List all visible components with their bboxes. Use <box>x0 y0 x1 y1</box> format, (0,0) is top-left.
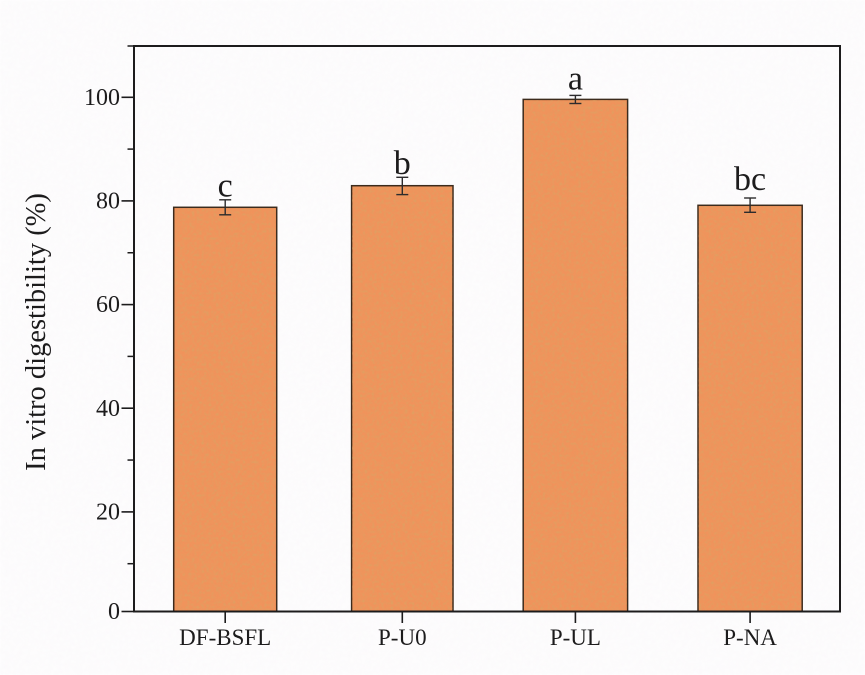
svg-text:DF-BSFL: DF-BSFL <box>179 625 271 650</box>
svg-text:40: 40 <box>96 396 120 422</box>
svg-text:In vitro digestibility (%): In vitro digestibility (%) <box>21 193 52 471</box>
svg-text:60: 60 <box>96 292 120 318</box>
svg-text:P-U0: P-U0 <box>378 625 427 650</box>
svg-text:0: 0 <box>108 599 120 625</box>
svg-text:20: 20 <box>96 500 120 526</box>
svg-text:a: a <box>568 61 583 98</box>
svg-text:80: 80 <box>96 189 120 215</box>
svg-text:bc: bc <box>734 161 766 198</box>
svg-text:P-NA: P-NA <box>723 625 777 650</box>
svg-text:P-UL: P-UL <box>550 625 601 650</box>
svg-text:c: c <box>218 168 233 205</box>
svg-text:100: 100 <box>84 85 120 111</box>
svg-text:b: b <box>394 145 411 182</box>
